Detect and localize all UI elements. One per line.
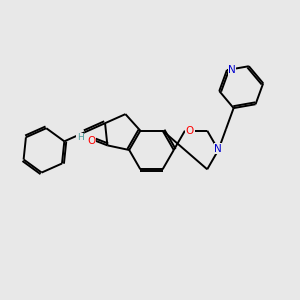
Text: N: N (214, 143, 222, 154)
Text: N: N (228, 65, 236, 75)
Text: O: O (186, 126, 194, 136)
Text: H: H (77, 133, 84, 142)
Text: O: O (88, 136, 96, 146)
